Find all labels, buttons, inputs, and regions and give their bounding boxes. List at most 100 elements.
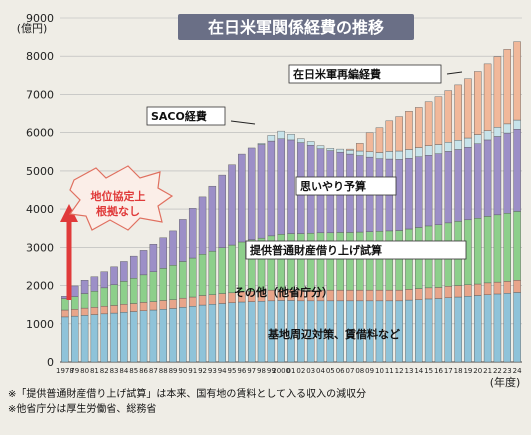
x-tick-label: 07	[346, 367, 355, 375]
bar-segment	[434, 298, 443, 363]
bar-segment	[169, 230, 177, 266]
bar-segment	[375, 231, 384, 291]
bar-segment	[513, 280, 521, 293]
bar-segment	[493, 214, 502, 283]
y-tick-label: 9000	[26, 12, 54, 25]
bar-segment	[444, 286, 453, 298]
bar-segment	[129, 255, 138, 279]
bar-segment	[198, 295, 207, 306]
bar-segment	[208, 294, 217, 305]
series-label-box	[288, 64, 442, 84]
bar-segment	[336, 148, 344, 153]
bar-segment	[179, 261, 187, 299]
y-tick-label: 8000	[26, 50, 54, 63]
x-tick-label: 11	[385, 367, 394, 375]
axis-layer: 0 1000 2000 3000 4000 5000 6000 7000 8000 9000(億円…	[17, 12, 522, 389]
y-tick-label: 1000	[26, 318, 54, 331]
bar-segment	[365, 231, 374, 291]
bar-segment	[365, 289, 374, 302]
bar-segment	[474, 218, 482, 285]
bar-segment	[415, 147, 423, 157]
x-tick-label: 96	[237, 367, 246, 375]
bar-segment	[267, 135, 276, 142]
x-tick-label: 10	[375, 367, 384, 375]
bar-segment	[385, 120, 394, 152]
footnote: ※「提供普通財産借り上げ試算」は本来、国有地の賃料として入る収入の減収分	[8, 387, 366, 400]
bar-segment	[100, 287, 108, 307]
bar-segment	[405, 149, 413, 159]
bar-segment	[100, 305, 108, 315]
x-tick-label: 16	[434, 367, 443, 375]
bar-segment	[257, 143, 266, 145]
bar-segment	[375, 127, 384, 153]
bar-segment	[247, 301, 256, 363]
bar-segment	[474, 283, 482, 296]
bar-segment	[336, 289, 344, 302]
bar-segment	[464, 296, 472, 363]
bar-segment	[405, 158, 413, 230]
x-tick-label: 19	[463, 367, 472, 375]
bar-segment	[395, 150, 403, 160]
y-tick-label: 3000	[26, 241, 54, 254]
bar-segment	[434, 287, 443, 299]
bar-segment	[326, 148, 335, 151]
x-tick-label: 03	[306, 367, 315, 375]
bar-segment	[80, 280, 89, 294]
bar-segment	[316, 145, 325, 149]
y-unit-label: (億円)	[17, 22, 48, 35]
bar-segment	[395, 159, 403, 231]
pointer-line	[230, 120, 256, 125]
bar-segment	[503, 293, 511, 363]
x-tick-label: 95	[228, 367, 237, 375]
bar-segment	[444, 90, 453, 143]
bar-segment	[238, 241, 246, 292]
y-tick-label: 2000	[26, 280, 54, 293]
x-tick-label: 06	[336, 367, 345, 375]
bar-segment	[513, 119, 521, 130]
title-banner	[178, 14, 414, 40]
x-tick-label: 04	[316, 367, 325, 375]
x-tick-label: 93	[208, 367, 217, 375]
bar-segment	[267, 140, 276, 237]
bar-segment	[493, 127, 502, 137]
arrow-annotation-text: 根拠なし	[96, 204, 140, 218]
bar-segment	[375, 152, 384, 159]
y-tick-label: 4000	[26, 203, 54, 216]
x-tick-label: 21	[483, 367, 492, 375]
bar-segment	[483, 63, 492, 131]
bar-segment	[424, 298, 433, 363]
bar-segment	[503, 123, 511, 134]
bar-segment	[365, 151, 374, 158]
bar-segment	[139, 250, 148, 276]
x-tick-label: 15	[424, 367, 433, 375]
bar-segment	[61, 298, 69, 311]
x-tick-label: 83	[110, 367, 119, 375]
x-tick-label: 82	[100, 367, 109, 375]
bar-segment	[71, 309, 79, 317]
bar-segment	[474, 71, 482, 135]
bar-segment	[129, 278, 138, 304]
bar-segment	[90, 291, 99, 308]
bar-segment	[208, 250, 217, 295]
x-tick-label: 24	[513, 367, 522, 375]
x-tick-label: 01	[287, 367, 296, 375]
x-tick-label: 98	[257, 367, 266, 375]
bar-segment	[483, 130, 492, 141]
x-tick-label: 97	[247, 367, 256, 375]
series-label: その他（他省庁分）	[234, 285, 333, 299]
bar-segment	[110, 284, 118, 306]
x-tick-label: 08	[355, 367, 364, 375]
x-tick-label: 20	[473, 367, 482, 375]
bar-segment	[356, 150, 364, 156]
bar-segment	[208, 185, 217, 252]
bar-segment	[218, 174, 226, 248]
x-tick-label: 88	[159, 367, 168, 375]
bar-layer	[61, 41, 521, 363]
bar-segment	[513, 292, 521, 363]
x-tick-label: 91	[188, 367, 197, 375]
bar-segment	[493, 56, 502, 128]
series-label: 思いやり予算	[300, 179, 366, 193]
bar-segment	[218, 293, 226, 304]
series-label: 基地周辺対策、賃借料など	[267, 327, 400, 341]
